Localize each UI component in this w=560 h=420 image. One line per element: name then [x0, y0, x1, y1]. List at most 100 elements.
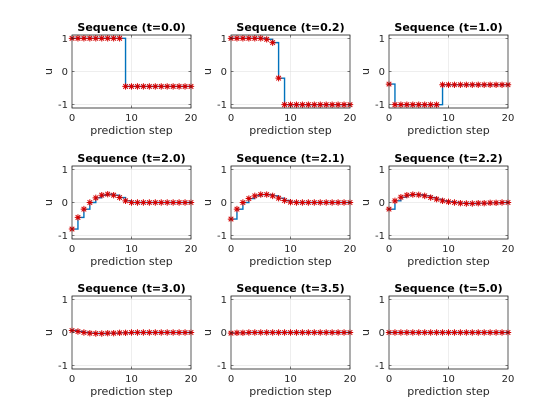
data-marker — [433, 195, 440, 203]
data-marker — [486, 81, 494, 88]
data-marker — [287, 198, 294, 206]
data-marker — [158, 199, 165, 206]
data-marker — [251, 35, 258, 42]
y-tick-label: -1 — [58, 361, 68, 372]
data-marker — [257, 35, 264, 42]
data-marker — [239, 329, 247, 337]
data-marker — [323, 329, 330, 336]
data-marker — [245, 329, 253, 336]
subplot-title: Sequence (t=2.1) — [236, 152, 344, 165]
data-marker — [481, 329, 488, 336]
data-marker — [80, 35, 88, 42]
subplot-title: Sequence (t=0.2) — [236, 21, 344, 34]
data-marker — [263, 36, 270, 43]
data-marker — [104, 191, 111, 198]
y-tick-label: 1 — [62, 34, 68, 45]
x-tick-label: 0 — [386, 244, 392, 255]
data-marker — [269, 39, 276, 46]
x-axis-label: prediction step — [249, 385, 331, 398]
y-tick-label: -1 — [375, 361, 385, 372]
data-marker — [169, 83, 177, 90]
data-marker — [110, 35, 117, 42]
y-tick-label: 1 — [221, 34, 227, 45]
data-marker — [275, 194, 282, 202]
data-marker — [391, 329, 399, 336]
data-marker — [311, 199, 318, 206]
subplot-title: Sequence (t=5.0) — [394, 282, 502, 295]
data-marker — [269, 192, 276, 200]
data-marker — [305, 101, 312, 108]
data-marker — [263, 191, 270, 198]
data-marker — [323, 101, 330, 108]
data-marker — [463, 200, 470, 207]
y-tick-label: 0 — [379, 198, 385, 209]
data-marker — [311, 101, 318, 108]
data-marker — [427, 101, 434, 108]
x-tick-label: 0 — [386, 113, 392, 124]
data-marker — [475, 81, 482, 88]
data-marker — [104, 35, 111, 42]
data-marker — [317, 101, 324, 108]
data-marker — [397, 193, 405, 201]
data-marker — [421, 192, 428, 200]
data-marker — [334, 329, 342, 336]
y-tick-label: 0 — [379, 328, 385, 339]
x-tick-label: 10 — [442, 244, 455, 255]
data-marker — [263, 329, 270, 336]
data-marker — [492, 81, 500, 88]
data-marker — [233, 35, 241, 42]
y-tick-label: 1 — [62, 295, 68, 306]
data-marker — [164, 199, 171, 206]
x-tick-label: 20 — [344, 374, 357, 385]
data-marker — [122, 329, 129, 337]
data-marker — [98, 330, 105, 337]
data-marker — [451, 329, 458, 336]
data-marker — [463, 329, 470, 336]
x-tick-label: 0 — [69, 113, 75, 124]
data-marker — [134, 199, 141, 206]
data-marker — [158, 83, 165, 90]
data-marker — [451, 81, 458, 88]
y-tick-label: -1 — [58, 100, 68, 111]
data-marker — [281, 329, 288, 336]
y-tick-label: 0 — [221, 328, 227, 339]
data-marker — [293, 101, 300, 108]
data-marker — [287, 101, 294, 108]
y-tick-label: -1 — [375, 231, 385, 242]
data-marker — [140, 329, 147, 336]
data-marker — [269, 329, 276, 336]
data-marker — [469, 81, 476, 88]
y-tick-label: 0 — [62, 67, 68, 78]
data-marker — [397, 101, 405, 108]
x-tick-label: 20 — [344, 244, 357, 255]
y-axis-label: u — [359, 199, 372, 206]
data-marker — [181, 83, 189, 90]
data-marker — [317, 329, 324, 336]
data-marker — [415, 191, 422, 199]
data-marker — [415, 101, 422, 108]
data-marker — [98, 35, 105, 42]
data-marker — [492, 199, 500, 207]
data-marker — [86, 329, 94, 337]
data-marker — [74, 328, 82, 335]
x-axis-label: prediction step — [407, 124, 489, 137]
x-tick-label: 20 — [502, 374, 515, 385]
data-marker — [164, 329, 171, 336]
data-marker — [340, 101, 348, 108]
data-marker — [486, 329, 494, 336]
y-tick-label: 1 — [379, 295, 385, 306]
x-tick-label: 10 — [284, 113, 297, 124]
data-marker — [445, 198, 452, 206]
data-marker — [116, 194, 123, 201]
data-marker — [116, 329, 123, 337]
data-marker — [245, 195, 253, 202]
data-marker — [152, 329, 159, 336]
data-marker — [128, 199, 135, 206]
x-tick-label: 20 — [185, 374, 198, 385]
data-marker — [328, 199, 336, 206]
data-marker — [287, 329, 294, 336]
y-axis-label: u — [201, 329, 214, 336]
data-marker — [233, 329, 241, 337]
y-tick-label: 1 — [379, 165, 385, 176]
